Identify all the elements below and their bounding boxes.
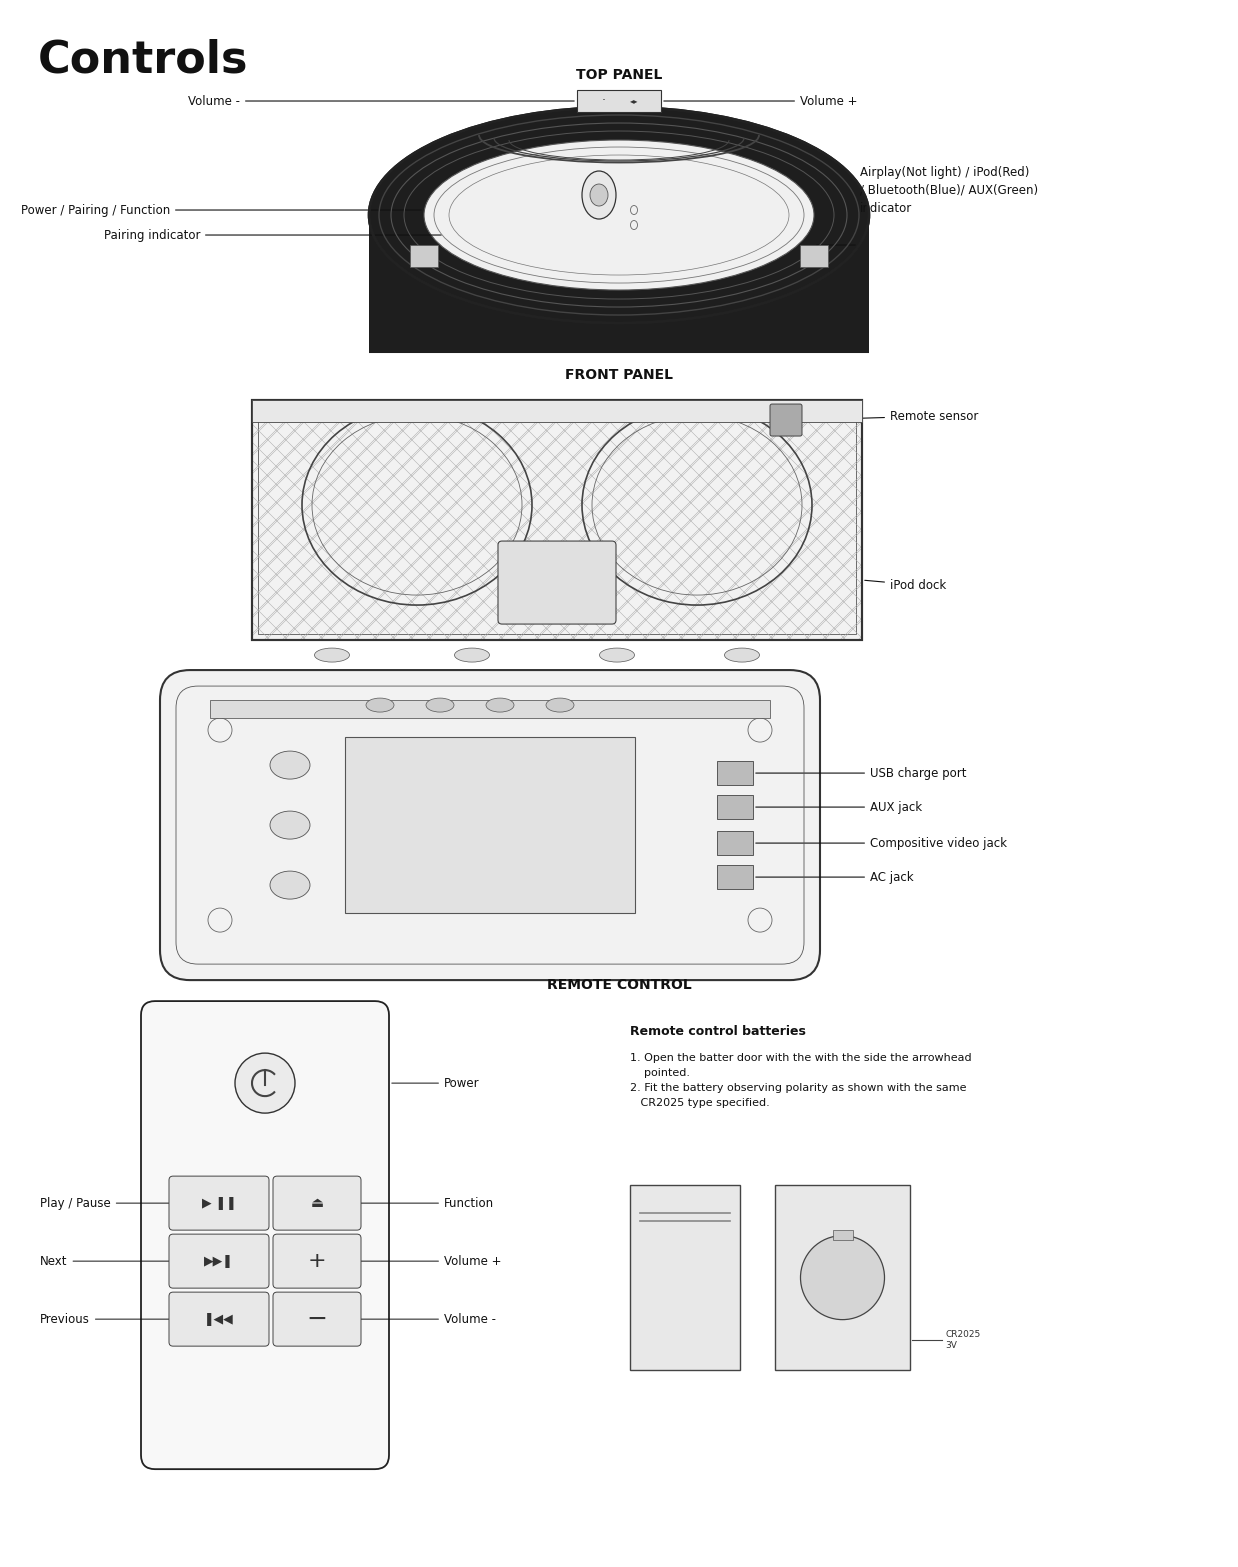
Text: Power: Power [391,1077,479,1089]
Ellipse shape [582,171,617,219]
Text: Next: Next [40,1255,170,1268]
Text: TOP PANEL: TOP PANEL [576,67,662,81]
Ellipse shape [426,697,454,711]
Ellipse shape [423,139,815,290]
Text: −: − [307,1307,328,1330]
Bar [717,831,753,856]
Ellipse shape [270,751,310,779]
Text: REMOTE CONTROL: REMOTE CONTROL [547,978,691,992]
Bar [717,762,753,785]
Text: Remote control batteries: Remote control batteries [630,1025,806,1037]
Text: AUX jack: AUX jack [755,801,922,813]
Text: ◂▸: ◂▸ [630,97,639,105]
Ellipse shape [366,697,394,711]
Text: Airplay(Not light) / iPod(Red)
/ Bluetooth(Blue)/ AUX(Green)
indicator: Airplay(Not light) / iPod(Red) / Bluetoo… [860,166,1039,215]
FancyBboxPatch shape [170,1177,269,1230]
FancyBboxPatch shape [170,1235,269,1288]
Text: +: + [308,1250,327,1271]
Ellipse shape [724,649,759,663]
Text: ⏏: ⏏ [311,1196,323,1210]
Bar [577,89,661,111]
Text: Play / Pause: Play / Pause [40,1197,170,1210]
FancyBboxPatch shape [160,671,820,979]
PathPatch shape [369,107,869,353]
Ellipse shape [546,697,574,711]
Text: Volume -: Volume - [188,94,574,108]
Bar [630,1185,740,1370]
Bar [345,736,635,914]
Text: Volume +: Volume + [360,1255,501,1268]
Text: 1. Open the batter door with the with the side the arrowhead
    pointed.
2. Fit: 1. Open the batter door with the with th… [630,1053,972,1108]
Text: AC jack: AC jack [755,871,914,884]
Text: ▶▶❚: ▶▶❚ [204,1255,234,1268]
Ellipse shape [314,649,349,663]
Bar [210,700,770,718]
Text: 5: 5 [1193,1531,1203,1545]
Ellipse shape [487,697,514,711]
Text: Volume -: Volume - [360,1313,496,1326]
Text: Volume +: Volume + [664,94,858,108]
FancyBboxPatch shape [274,1177,361,1230]
Text: USB charge port: USB charge port [755,766,967,779]
FancyBboxPatch shape [274,1293,361,1346]
Ellipse shape [591,183,608,205]
Text: Function: Function [360,1197,494,1210]
Ellipse shape [599,649,635,663]
Text: ·: · [602,94,605,108]
Text: Power / Pairing / Function: Power / Pairing / Function [21,204,421,216]
Text: Previous: Previous [40,1313,170,1326]
Bar [832,1230,853,1239]
Bar [800,244,828,266]
Bar [258,406,855,635]
Text: English: English [35,1531,89,1545]
Bar [775,1185,910,1370]
Circle shape [235,1053,295,1113]
Text: FRONT PANEL: FRONT PANEL [565,368,673,382]
Ellipse shape [270,871,310,899]
Text: CR2025
3V: CR2025 3V [945,1330,980,1349]
Text: ❚◀◀: ❚◀◀ [204,1313,234,1326]
Bar [717,794,753,820]
FancyBboxPatch shape [498,541,617,624]
Bar [410,244,438,266]
Ellipse shape [270,812,310,838]
Circle shape [801,1236,884,1319]
Text: Compositive video jack: Compositive video jack [755,837,1006,849]
Text: Pairing indicator: Pairing indicator [104,229,441,241]
Bar [253,400,862,422]
Text: Controls: Controls [38,38,249,81]
Ellipse shape [454,649,489,663]
Bar [253,400,862,639]
Bar [717,865,753,888]
Text: Remote sensor: Remote sensor [802,409,978,423]
FancyBboxPatch shape [170,1293,269,1346]
Text: BOTTON  PANEL: BOTTON PANEL [556,688,682,702]
FancyBboxPatch shape [141,1001,389,1470]
Text: iPod dock: iPod dock [865,578,946,592]
Bar [253,400,862,639]
FancyBboxPatch shape [274,1235,361,1288]
FancyBboxPatch shape [770,404,802,436]
Text: ▶ ❚❚: ▶ ❚❚ [202,1197,236,1210]
